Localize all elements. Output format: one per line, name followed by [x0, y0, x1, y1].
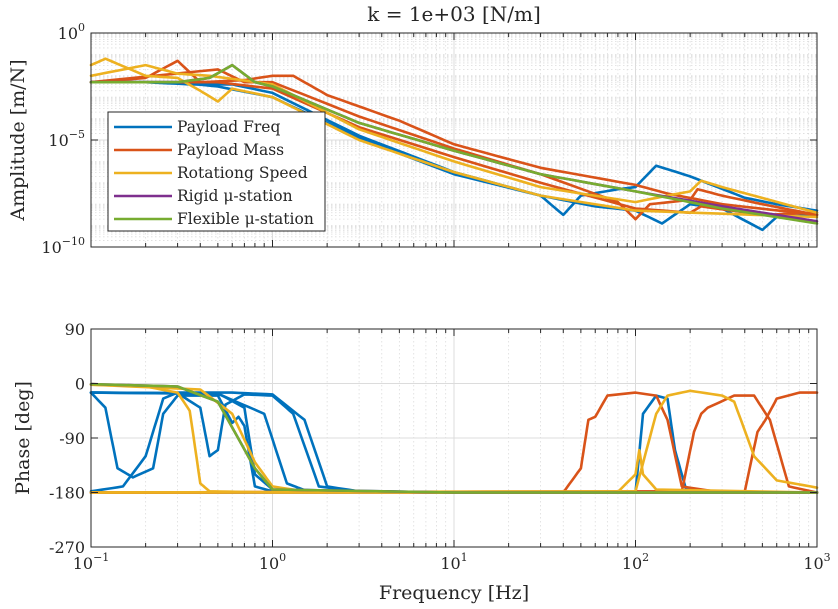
- legend: Payload Freq Payload Mass Rotationg Speed R…: [107, 111, 326, 232]
- phase-ticks: 90 0 -90 -180 -270: [49, 320, 818, 557]
- amplitude-line-payload-mass-1: [89, 59, 819, 217]
- x-axis-label: Frequency [Hz]: [379, 582, 529, 604]
- phase-series: [89, 382, 819, 494]
- phase-plot: 900-90-180-270 10−1 100 101 102 103 Phase [d…: [12, 320, 831, 604]
- phase-line-payload-mass-2: [89, 394, 819, 494]
- legend-label-payload-mass: Payload Mass: [177, 141, 284, 159]
- y-tick-label: -180: [49, 484, 85, 503]
- phase-line-payload-freq-3: [89, 391, 819, 494]
- amplitude-series: [89, 57, 819, 232]
- y-tick-label: -90: [59, 429, 85, 448]
- phase-line-payload-mass-1: [89, 391, 819, 494]
- y-tick-label: 90: [65, 320, 85, 339]
- phase-line-rotationg-speed-4: [89, 389, 819, 494]
- chart-title: k = 1e+03 [N/m]: [367, 2, 541, 26]
- legend-label-rotationg-speed: Rotationg Speed: [177, 164, 308, 182]
- legend-label-payload-freq: Payload Freq: [177, 118, 280, 136]
- amplitude-line-rotationg-speed-1: [89, 57, 819, 219]
- phase-line-flexible-station-1: [89, 382, 819, 494]
- y-tick-label: -270: [49, 538, 85, 557]
- amplitude-line-flexible-station-1: [89, 63, 819, 225]
- y-tick-label: 0: [75, 375, 85, 394]
- amplitude-line-rotationg-speed-2: [89, 63, 819, 215]
- legend-box: [107, 111, 326, 232]
- amplitude-ylabel: Amplitude [m/N]: [7, 59, 29, 221]
- phase-ylabel: Phase [deg]: [12, 381, 34, 495]
- legend-label-flexible-station: Flexible μ-station: [177, 210, 314, 228]
- legend-label-rigid-station: Rigid μ-station: [177, 187, 293, 205]
